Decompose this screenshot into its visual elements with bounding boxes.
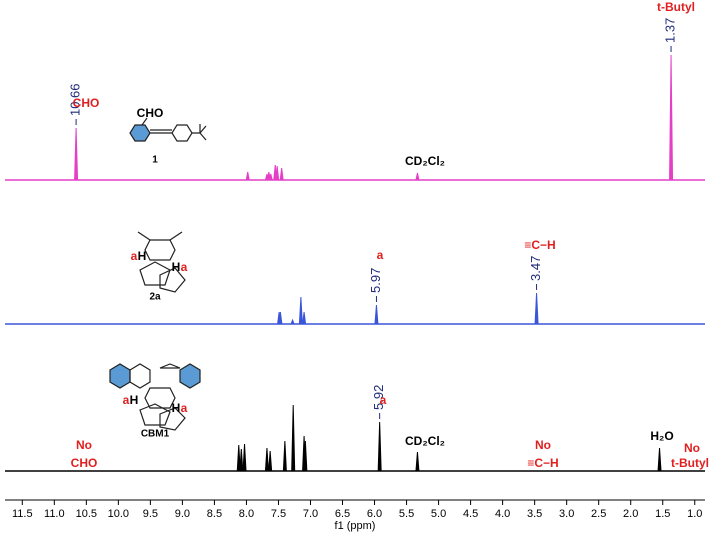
x-tick-label: 5.5 — [399, 508, 414, 520]
annotation: a — [123, 393, 130, 407]
peak — [74, 127, 79, 181]
peak-label: 10.66 — [68, 83, 83, 116]
peak — [236, 444, 241, 472]
x-tick-label: 7.0 — [303, 508, 318, 520]
annotation: t-Butyl — [657, 0, 695, 14]
annotation: CD₂Cl₂ — [405, 154, 445, 168]
annotation: CHO — [73, 96, 100, 110]
annotation: a — [131, 249, 138, 263]
annotation: H — [172, 401, 181, 415]
x-tick-label: 3.5 — [527, 508, 542, 520]
peak — [264, 447, 269, 472]
annotation: H — [172, 260, 181, 274]
peak — [268, 173, 273, 181]
peak — [239, 448, 244, 472]
peak — [303, 440, 308, 472]
annotation: No — [76, 438, 92, 452]
peak — [534, 292, 539, 325]
annotation: H — [138, 249, 147, 263]
peak — [415, 451, 420, 472]
x-tick-label: 4.0 — [495, 508, 510, 520]
x-tick-label: 6.0 — [367, 508, 382, 520]
x-tick-label: 8.0 — [239, 508, 254, 520]
peak — [282, 440, 287, 472]
peak — [290, 318, 295, 325]
annotation: ≡C−H — [524, 238, 555, 252]
peak — [302, 311, 307, 325]
annotation: a — [181, 260, 188, 274]
structure-cbm1 — [109, 363, 201, 431]
x-tick-label: 10.5 — [76, 508, 97, 520]
x-tick-label: 11.0 — [44, 508, 65, 520]
annotation: H — [130, 393, 139, 407]
annotation: a — [380, 393, 387, 407]
peak — [279, 167, 284, 181]
annotation: CD₂Cl₂ — [405, 434, 445, 448]
peak-label: 5.97 — [368, 268, 383, 293]
compound-label: 2a — [149, 292, 161, 303]
annotation: ≡C−H — [527, 456, 558, 470]
compound-label: 1 — [152, 155, 158, 166]
x-tick-label: 11.5 — [12, 508, 33, 520]
peak — [298, 296, 303, 325]
x-tick-label: 4.5 — [463, 508, 478, 520]
x-tick-label: 1.0 — [687, 508, 702, 520]
peak — [377, 421, 382, 472]
annotation: CHO — [71, 456, 98, 470]
x-tick-label: 5.0 — [431, 508, 446, 520]
peak-label: 1.37 — [662, 18, 677, 43]
annotation: t-Butyl — [671, 456, 709, 470]
annotation: H₂O — [650, 429, 673, 443]
peak — [374, 304, 379, 325]
x-tick-label: 9.5 — [143, 508, 158, 520]
x-tick-label: 7.5 — [271, 508, 286, 520]
peak — [278, 311, 283, 325]
peak — [245, 171, 250, 181]
peak — [669, 54, 674, 181]
annotation: a — [377, 248, 384, 262]
annotation: No — [535, 438, 551, 452]
x-tick-label: 3.0 — [559, 508, 574, 520]
peak-label: 5.92 — [371, 385, 386, 410]
x-tick-label: 10.0 — [108, 508, 129, 520]
peak — [415, 172, 420, 181]
annotation: CHO — [137, 106, 164, 120]
annotation: a — [181, 401, 188, 415]
structure-2a — [137, 231, 186, 293]
peak — [291, 404, 296, 472]
structure-1 — [129, 117, 207, 142]
peak — [275, 165, 280, 181]
x-tick-label: 2.0 — [623, 508, 638, 520]
x-tick-label: 1.5 — [655, 508, 670, 520]
peak-label: 3.47 — [528, 256, 543, 281]
annotation: No — [684, 441, 700, 455]
peak — [242, 443, 247, 472]
x-tick-label: 6.5 — [335, 508, 350, 520]
x-tick-label: 2.5 — [591, 508, 606, 520]
compound-label: CBM1 — [141, 429, 170, 440]
x-axis-label: f1 (ppm) — [335, 520, 376, 532]
x-tick-label: 9.0 — [175, 508, 190, 520]
peak — [657, 447, 662, 472]
peak — [268, 450, 273, 472]
x-tick-label: 8.5 — [207, 508, 222, 520]
